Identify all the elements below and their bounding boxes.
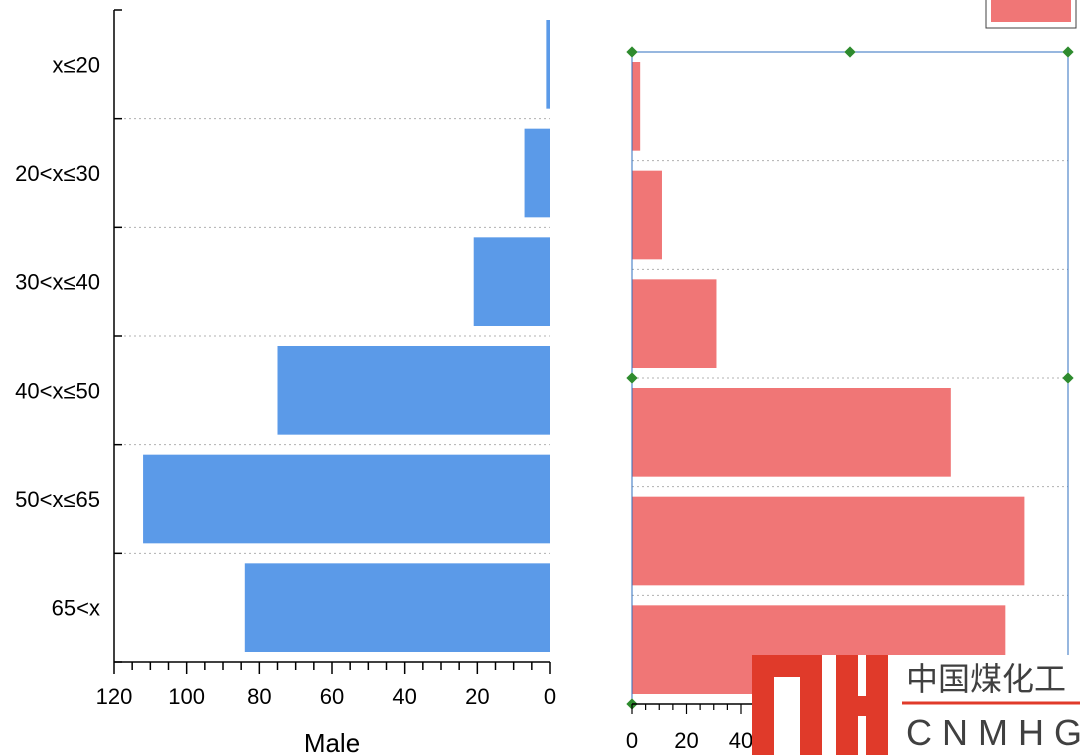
x-tick-label: 40 (392, 684, 416, 709)
x-tick-label: 100 (168, 684, 205, 709)
female-bar (632, 279, 717, 368)
x-tick-label: 20 (674, 728, 698, 753)
x-tick-label: 0 (544, 684, 556, 709)
x-tick-label: 120 (96, 684, 133, 709)
x-tick-label: 20 (465, 684, 489, 709)
category-label: 20<x≤30 (15, 161, 100, 186)
male-bar (473, 237, 550, 326)
x-tick-label: 0 (626, 728, 638, 753)
female-bar (632, 170, 662, 260)
category-label: 30<x≤40 (15, 270, 100, 295)
male-bar (546, 20, 550, 109)
x-tick-label: 80 (247, 684, 271, 709)
x-tick-label: 40 (729, 728, 753, 753)
category-label: 50<x≤65 (15, 487, 100, 512)
resize-handle[interactable] (626, 372, 638, 384)
male-x-ticks: 120 100 80 60 40 20 0 (96, 9, 556, 709)
resize-handle[interactable] (1062, 46, 1074, 58)
female-bar (632, 496, 1025, 586)
category-label: 40<x≤50 (15, 378, 100, 403)
x-tick-label: 60 (320, 684, 344, 709)
resize-handle[interactable] (1062, 372, 1074, 384)
male-bar (244, 563, 551, 652)
male-bar (143, 454, 551, 544)
selection-handles[interactable] (626, 46, 1074, 710)
watermark-chinese-text: 中国煤化工 (906, 660, 1066, 698)
male-category-labels: x≤20 20<x≤30 30<x≤40 40<x≤50 50<x≤65 65<x (15, 52, 100, 620)
watermark-logo: 中国煤化工 CNMHG (752, 655, 1080, 755)
male-chart: 120 100 80 60 40 20 0 x≤20 20<x≤30 30<x≤40 40<x≤5… (15, 9, 556, 755)
female-bar (632, 388, 951, 477)
male-x-axis-title: Male (304, 728, 360, 755)
category-label: x≤20 (52, 52, 100, 77)
female-bar (632, 62, 641, 151)
female-chart: 0204060 (626, 0, 1077, 753)
male-bar (277, 346, 550, 435)
male-bar (524, 128, 550, 218)
legend-swatch (991, 0, 1071, 22)
category-label: 65<x (52, 596, 100, 621)
resize-handle[interactable] (626, 46, 638, 58)
watermark-latin-text: CNMHG (906, 712, 1080, 753)
male-bars (143, 20, 551, 652)
resize-handle[interactable] (844, 46, 856, 58)
logo-mark-icon (752, 655, 888, 755)
